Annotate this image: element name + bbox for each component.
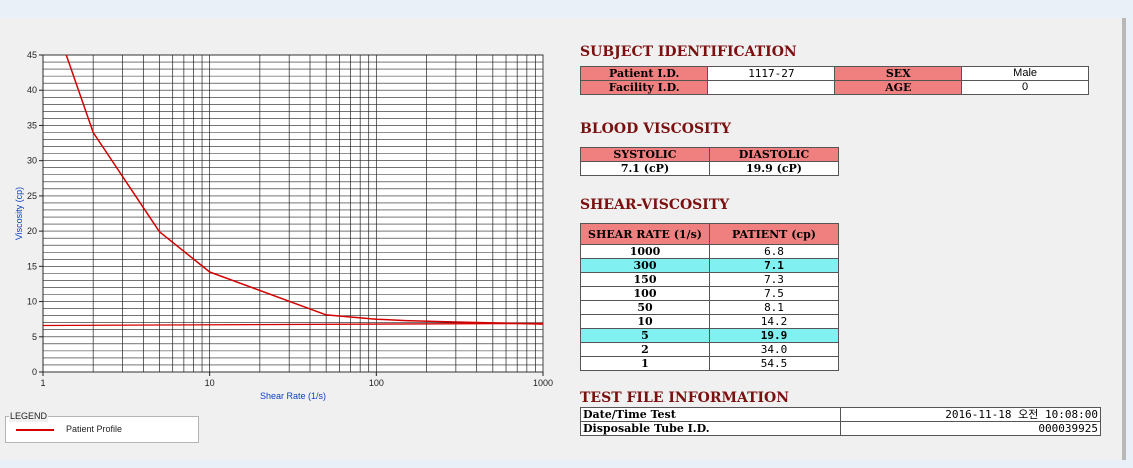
blood-viscosity-table: SYSTOLIC DIASTOLIC 7.1 (cP) 19.9 (cP) [580,147,839,176]
blood-viscosity-heading: BLOOD VISCOSITY [580,121,732,137]
facility-id-label: Facility I.D. [579,80,709,95]
shear-rate-cell: 300 [580,258,710,273]
x-tick-label: 1000 [533,378,553,388]
datetime-label: Date/Time Test [580,407,841,422]
sex-label: SEX [834,66,963,81]
baseline-line [43,322,543,327]
patient-viscosity-cell: 7.1 [709,258,839,273]
shear-table-row: 1 54.5 [580,356,839,371]
patient-viscosity-cell: 34.0 [709,342,839,357]
facility-id-value [707,80,836,95]
y-tick-label: 5 [32,332,37,342]
sex-value: Male [961,66,1089,81]
patient-viscosity-cell: 19.9 [709,328,839,343]
y-tick-label: 35 [27,120,37,130]
x-tick-label: 100 [369,378,384,388]
shear-table-row: 10 14.2 [580,314,839,329]
x-tick-label: 1 [40,378,45,388]
diastolic-label: DIASTOLIC [709,147,839,162]
diastolic-value: 19.9 (cP) [709,161,839,176]
legend-series-label: Patient Profile [66,424,123,434]
shear-table-row: 5 19.9 [580,328,839,343]
shear-rate-cell: 5 [580,328,710,343]
y-tick-label: 25 [27,191,37,201]
patient-column-header: PATIENT (cp) [709,223,839,245]
x-tick-label: 10 [205,378,215,388]
patient-id-value: 1117-27 [707,66,836,81]
y-tick-label: 30 [27,156,37,166]
y-tick-label: 15 [27,261,37,271]
shear-rate-cell: 2 [580,342,710,357]
test-file-information-heading: TEST FILE INFORMATION [580,390,790,406]
shear-viscosity-table: SHEAR RATE (1/s) PATIENT (cp) 1000 6.8 300… [580,223,839,371]
subject-identification-heading: SUBJECT IDENTIFICATION [580,44,797,60]
vertical-scrollbar[interactable] [1122,18,1126,460]
patient-viscosity-cell: 7.3 [709,272,839,287]
shear-rate-cell: 50 [580,300,710,315]
series-group [43,55,543,327]
shear-table-row: 50 8.1 [580,300,839,315]
subject-table: Patient I.D. 1117-27 SEX Male Facility I… [579,66,1089,95]
shear-viscosity-heading: SHEAR-VISCOSITY [580,197,730,213]
plot-area [42,54,544,373]
age-label: AGE [834,80,963,95]
y-tick-label: 45 [27,50,37,60]
patient-viscosity-cell: 6.8 [709,244,839,259]
shear-rate-cell: 10 [580,314,710,329]
patient-profile-line [65,55,543,325]
shear-table-row: 100 7.5 [580,286,839,301]
y-tick-label: 0 [32,367,37,377]
shear-table-row: 2 34.0 [580,342,839,357]
patient-viscosity-cell: 8.1 [709,300,839,315]
legend-title: LEGEND [9,410,49,422]
viscosity-chart: 0 5 10 15 20 25 30 35 40 45 1 10 100 1000 Shear Rate … [14,50,553,401]
patient-viscosity-cell: 14.2 [709,314,839,329]
tube-id-label: Disposable Tube I.D. [580,421,841,436]
datetime-value: 2016-11-18 오전 10:08:00 [840,407,1101,422]
legend-box: LEGEND Patient Profile [5,410,199,443]
x-axis-label: Shear Rate (1/s) [260,391,326,401]
shear-table-row: 1000 6.8 [580,244,839,259]
y-tick-label: 40 [27,85,37,95]
y-tick-label: 20 [27,226,37,236]
y-tick-label: 10 [27,297,37,307]
age-value: 0 [961,80,1089,95]
systolic-value: 7.1 (cP) [580,161,710,176]
patient-viscosity-cell: 54.5 [709,356,839,371]
shear-rate-cell: 100 [580,286,710,301]
shear-rate-cell: 150 [580,272,710,287]
legend-line-swatch [16,429,54,431]
systolic-label: SYSTOLIC [580,147,710,162]
patient-id-label: Patient I.D. [579,66,709,81]
shear-rate-column-header: SHEAR RATE (1/s) [580,223,710,245]
shear-table-row: 300 7.1 [580,258,839,273]
shear-table-row: 150 7.3 [580,272,839,287]
patient-viscosity-cell: 7.5 [709,286,839,301]
shear-rate-cell: 1 [580,356,710,371]
test-file-table: Date/Time Test 2016-11-18 오전 10:08:00 Di… [580,407,1101,436]
y-axis-label: Viscosity (cp) [14,187,24,240]
shear-rate-cell: 1000 [580,244,710,259]
tube-id-value: 000039925 [840,421,1101,436]
